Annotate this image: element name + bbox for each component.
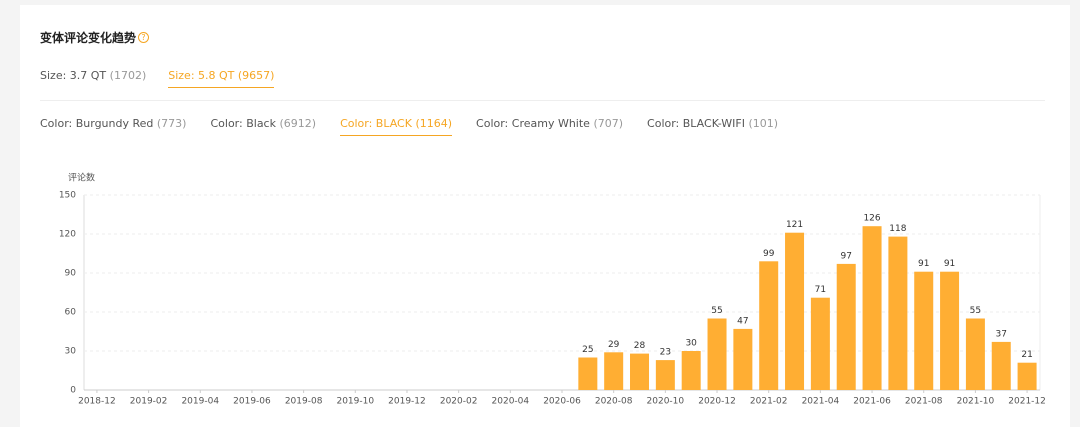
tab-label: Size: 5.8 QT — [168, 69, 235, 82]
data-label: 121 — [786, 220, 803, 230]
tab-label: Color: BLACK-WIFI — [647, 117, 745, 130]
bar — [733, 328, 753, 390]
x-tick-label: 2020-02 — [440, 397, 478, 407]
x-tick-label: 2021-02 — [750, 397, 788, 407]
data-label: 21 — [1021, 350, 1032, 360]
tab-count: (1702) — [109, 69, 147, 82]
bar — [862, 226, 882, 390]
bar — [759, 261, 779, 390]
tab-count: (101) — [748, 117, 779, 130]
color-tabs: Color: Burgundy Red (773) Color: Black (6… — [40, 117, 778, 136]
x-tick-label: 2019-04 — [181, 397, 219, 407]
data-label: 28 — [634, 341, 646, 351]
tab[interactable]: Size: 5.8 QT (9657) — [168, 69, 275, 88]
bar — [655, 360, 675, 390]
tab[interactable]: Color: BLACK-WIFI (101) — [647, 117, 778, 136]
bar — [940, 271, 960, 390]
y-tick-label: 150 — [59, 191, 76, 201]
tab-count: (773) — [156, 117, 187, 130]
x-tick-label: 2020-10 — [647, 397, 685, 407]
data-label: 91 — [918, 259, 929, 269]
data-label: 29 — [608, 340, 620, 350]
tab-count: (1164) — [415, 117, 453, 130]
x-tick-label: 2019-06 — [233, 397, 271, 407]
data-label: 55 — [970, 306, 981, 316]
help-icon[interactable]: ? — [138, 32, 150, 43]
data-label: 99 — [763, 249, 775, 259]
bar — [707, 318, 727, 390]
data-label: 37 — [996, 329, 1007, 339]
x-tick-label: 2021-10 — [957, 397, 995, 407]
y-tick-label: 30 — [65, 347, 77, 357]
data-label: 55 — [711, 306, 722, 316]
x-tick-label: 2019-12 — [388, 397, 426, 407]
bar — [578, 357, 598, 390]
divider — [40, 100, 1045, 101]
bar — [681, 351, 701, 390]
y-axis-label: 评论数 — [68, 172, 95, 184]
x-tick-label: 2020-06 — [543, 397, 581, 407]
bar — [965, 318, 985, 390]
bar — [888, 236, 908, 390]
bar — [630, 353, 650, 390]
data-label: 97 — [840, 251, 851, 261]
y-tick-label: 0 — [70, 386, 76, 396]
data-label: 25 — [582, 345, 593, 355]
data-label: 71 — [815, 285, 826, 295]
y-tick-label: 60 — [65, 308, 77, 318]
x-tick-label: 2020-12 — [698, 397, 736, 407]
x-tick-label: 2020-04 — [492, 397, 530, 407]
x-tick-label: 2021-04 — [802, 397, 840, 407]
bar — [785, 232, 805, 390]
data-label: 126 — [863, 214, 880, 224]
data-label: 30 — [685, 339, 697, 349]
size-tabs: Size: 3.7 QT (1702) Size: 5.8 QT (9657) — [40, 69, 275, 88]
y-tick-label: 90 — [65, 269, 77, 279]
tab-label: Color: Burgundy Red — [40, 117, 154, 130]
tab[interactable]: Color: Black (6912) — [210, 117, 316, 136]
x-tick-label: 2018-12 — [78, 397, 116, 407]
tab-label: Size: 3.7 QT — [40, 69, 107, 82]
bar — [914, 271, 934, 390]
tab[interactable]: Color: Burgundy Red (773) — [40, 117, 186, 136]
section-title: 变体评论变化趋势? — [40, 29, 150, 46]
x-tick-label: 2021-06 — [853, 397, 891, 407]
tab[interactable]: Size: 3.7 QT (1702) — [40, 69, 146, 88]
x-tick-label: 2019-02 — [130, 397, 168, 407]
x-tick-label: 2019-08 — [285, 397, 323, 407]
x-tick-label: 2020-08 — [595, 397, 633, 407]
tab-count: (9657) — [237, 69, 275, 82]
title-text: 变体评论变化趋势 — [40, 31, 137, 45]
x-tick-label: 2019-10 — [336, 397, 374, 407]
tab-label: Color: Creamy White — [476, 117, 590, 130]
bar — [991, 341, 1011, 390]
bar — [1017, 362, 1037, 390]
tab[interactable]: Color: BLACK (1164) — [340, 117, 453, 136]
bar — [604, 352, 624, 390]
data-label: 47 — [737, 316, 748, 326]
y-tick-label: 120 — [59, 230, 76, 240]
data-label: 91 — [944, 259, 955, 269]
data-label: 118 — [889, 224, 906, 234]
tab[interactable]: Color: Creamy White (707) — [476, 117, 623, 136]
tab-label: Color: Black — [210, 117, 276, 130]
tab-label: Color: BLACK — [340, 117, 412, 130]
tab-count: (6912) — [279, 117, 317, 130]
data-label: 23 — [660, 348, 671, 358]
x-tick-label: 2021-12 — [1008, 397, 1046, 407]
bar — [810, 297, 830, 390]
x-tick-label: 2021-08 — [905, 397, 943, 407]
bar — [836, 263, 856, 390]
tab-count: (707) — [593, 117, 624, 130]
